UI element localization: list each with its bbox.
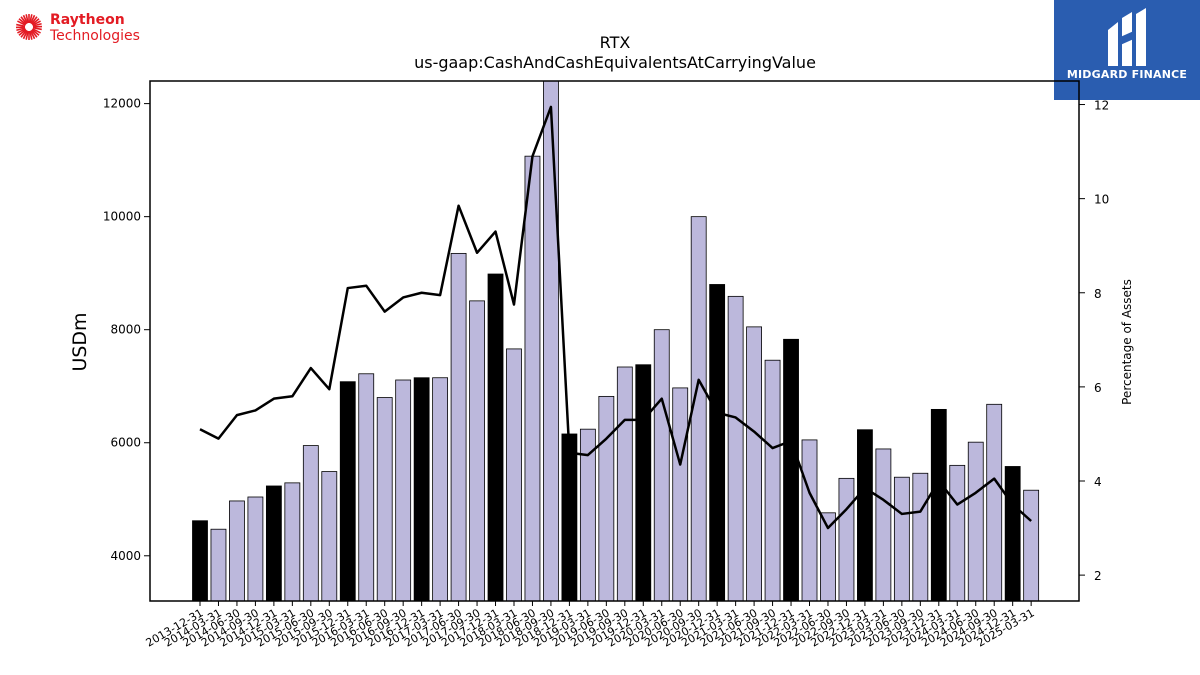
- y-axis: 4000 6000 8000 10000 12000: [103, 97, 150, 563]
- bar: [672, 387, 689, 601]
- bar-series: [192, 81, 1040, 601]
- starburst-ray: [22, 14, 29, 24]
- publisher-logo-name: MIDGARD FINANCE: [1066, 68, 1188, 81]
- x-axis: 2013-12-312014-03-312014-06-302014-09-30…: [144, 601, 1037, 650]
- bar: [321, 471, 338, 601]
- starburst-ray: [25, 14, 29, 24]
- bar: [450, 252, 467, 601]
- bar: [893, 476, 910, 601]
- bar: [616, 366, 633, 601]
- starburst-ray: [22, 30, 29, 40]
- company-logo-name: Raytheon: [50, 12, 125, 28]
- bar: [857, 429, 873, 601]
- bar: [543, 81, 559, 601]
- y2-tick-label: 6: [1094, 381, 1102, 395]
- bar: [930, 408, 947, 601]
- bar: [265, 485, 282, 601]
- starburst-ray: [31, 28, 40, 36]
- starburst-ray: [29, 30, 36, 40]
- y-axis-label: USDm: [69, 312, 91, 371]
- starburst-ray: [17, 28, 26, 34]
- bar: [764, 359, 781, 601]
- bar: [302, 445, 319, 601]
- bar: [801, 439, 818, 601]
- chart-title: RTX: [600, 33, 631, 52]
- y2-axis-label: Percentage of Assets: [1120, 279, 1134, 405]
- starburst-ray: [16, 27, 26, 32]
- bar: [432, 377, 449, 601]
- starburst-icon: [15, 14, 43, 40]
- bar: [727, 295, 744, 601]
- bar: [395, 379, 412, 601]
- bar: [653, 329, 670, 601]
- y-tick-label: 12000: [103, 97, 141, 111]
- company-logo: Raytheon Technologies: [14, 10, 154, 50]
- bar: [376, 397, 393, 601]
- y2-tick-label: 2: [1094, 569, 1102, 583]
- line-series: [199, 105, 1032, 530]
- starburst-ray: [30, 29, 38, 38]
- starburst-ray: [32, 28, 41, 34]
- starburst-ray: [17, 20, 26, 26]
- starburst-ray: [25, 30, 29, 40]
- starburst-ray: [29, 14, 33, 24]
- y2-tick-label: 12: [1094, 99, 1109, 113]
- bar: [469, 300, 485, 601]
- starburst-ray: [29, 14, 36, 24]
- starburst-ray: [30, 16, 38, 25]
- bar: [210, 528, 227, 601]
- bar: [247, 496, 264, 601]
- y2-tick-label: 10: [1094, 193, 1109, 207]
- bar: [284, 482, 301, 601]
- starburst-ray: [18, 18, 27, 26]
- bar: [1023, 489, 1040, 601]
- y-tick-label: 6000: [110, 436, 141, 450]
- bar: [875, 448, 892, 601]
- y-tick-label: 10000: [103, 210, 141, 224]
- bar: [598, 395, 615, 601]
- y-tick-label: 8000: [110, 323, 141, 337]
- starburst-ray: [32, 26, 42, 31]
- y2-tick-label: 8: [1094, 287, 1102, 301]
- bar: [506, 348, 522, 601]
- starburst-ray: [20, 16, 28, 25]
- bar: [709, 284, 726, 601]
- chart-subtitle: us-gaap:CashAndCashEquivalentsAtCarrying…: [414, 53, 816, 72]
- bar: [635, 364, 652, 601]
- y-tick-label: 4000: [110, 549, 141, 563]
- bar: [229, 500, 245, 601]
- bar: [949, 464, 966, 601]
- midgard-mark-icon: [1108, 8, 1146, 66]
- bar: [339, 381, 356, 601]
- bar: [579, 428, 596, 601]
- bar: [783, 338, 799, 601]
- starburst-ray: [20, 29, 28, 38]
- bar: [967, 441, 984, 601]
- bar: [986, 403, 1003, 601]
- bar: [746, 326, 762, 601]
- starburst-ray: [16, 23, 26, 28]
- starburst-ray: [31, 18, 40, 26]
- plot-frame: [149, 80, 1080, 602]
- starburst-ray: [18, 28, 27, 36]
- bar: [1004, 466, 1021, 601]
- starburst-ray: [29, 30, 33, 40]
- bar: [358, 373, 375, 601]
- bar: [413, 377, 430, 601]
- y2-axis: 2 4 6 8 10 12: [1079, 99, 1109, 583]
- starburst-ray: [32, 22, 42, 27]
- bar: [192, 520, 208, 601]
- bar: [912, 472, 929, 601]
- bar: [487, 273, 504, 601]
- company-logo-subname: Technologies: [50, 28, 140, 44]
- bar: [838, 477, 855, 601]
- bar: [524, 155, 541, 601]
- bar: [561, 433, 578, 601]
- series-line: [199, 105, 1032, 530]
- starburst-ray: [32, 20, 41, 26]
- bar: [820, 512, 836, 601]
- y2-tick-label: 4: [1094, 475, 1102, 489]
